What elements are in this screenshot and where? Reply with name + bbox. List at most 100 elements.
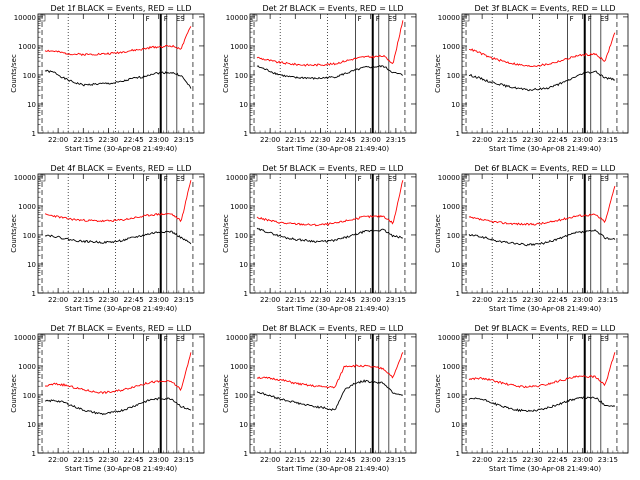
y-tick-label: 10 <box>27 261 36 269</box>
panel-title: Det 8f BLACK = Events, RED = LLD <box>262 324 403 333</box>
flag-label: ES <box>176 15 185 23</box>
y-tick-label: 100 <box>235 392 248 400</box>
plot-frame <box>249 173 417 294</box>
plot-frame <box>461 173 629 294</box>
x-tick-label: 23:15 <box>598 296 618 304</box>
x-tick-label: 22:00 <box>48 296 68 304</box>
flag-label: ES <box>388 175 397 183</box>
corner-box <box>39 174 46 182</box>
x-tick-label: 23:00 <box>149 296 169 304</box>
y-tick-label: 1000 <box>18 363 36 371</box>
y-tick-label: 1 <box>456 130 460 138</box>
series-line-events <box>44 69 192 89</box>
series-line-events <box>44 397 192 416</box>
series-line-lld <box>256 180 404 227</box>
flag-label: ES <box>388 15 397 23</box>
x-tick-label: 22:30 <box>310 296 330 304</box>
y-tick-label: 10000 <box>14 334 36 342</box>
x-tick-label: 22:15 <box>285 136 305 144</box>
plot-frame <box>249 13 417 134</box>
x-tick-label: 22:00 <box>260 296 280 304</box>
panel-6: Det 6f BLACK = Events, RED = LLD 1 10 100 10… <box>434 164 629 313</box>
x-tick-label: 22:00 <box>472 136 492 144</box>
y-tick-label: 100 <box>235 232 248 240</box>
plot-frame <box>37 333 205 454</box>
y-tick-label: 1 <box>456 290 460 298</box>
x-tick-label: 23:00 <box>149 456 169 464</box>
x-tick-label: 22:45 <box>335 296 355 304</box>
y-tick-label: 1 <box>244 290 248 298</box>
y-axis-label: Counts/sec <box>222 214 230 253</box>
plot-frame <box>37 13 205 134</box>
flag-label: F <box>570 335 574 343</box>
y-tick-label: 10000 <box>226 174 248 182</box>
panel-title: Det 6f BLACK = Events, RED = LLD <box>474 164 615 173</box>
y-tick-label: 10000 <box>438 174 460 182</box>
series-line-lld <box>469 32 616 67</box>
y-tick-label: 10 <box>239 421 248 429</box>
x-axis-label: Start Time (30-Apr-08 21:49:40) <box>489 145 601 153</box>
x-tick-label: 23:00 <box>573 456 593 464</box>
y-axis-label: Counts/sec <box>222 54 230 93</box>
x-tick-label: 22:45 <box>335 456 355 464</box>
flag-label: F <box>570 15 574 23</box>
x-axis-label: Start Time (30-Apr-08 21:49:40) <box>277 305 389 313</box>
x-axis-label: Start Time (30-Apr-08 21:49:40) <box>489 465 601 473</box>
x-tick-label: 22:45 <box>547 456 567 464</box>
y-tick-label: 10000 <box>438 14 460 22</box>
y-tick-label: 1000 <box>230 363 248 371</box>
y-tick-label: 10000 <box>14 174 36 182</box>
y-tick-label: 10000 <box>14 14 36 22</box>
y-axis-label: Counts/sec <box>10 214 18 253</box>
series-line-lld <box>44 180 192 223</box>
y-tick-label: 1 <box>32 450 36 458</box>
y-axis-label: Counts/sec <box>434 374 442 413</box>
y-tick-label: 100 <box>447 72 460 80</box>
y-tick-label: 1000 <box>230 203 248 211</box>
flag-label: ES <box>600 175 609 183</box>
y-tick-label: 1000 <box>442 43 460 51</box>
corner-box <box>251 14 258 22</box>
flag-label: F <box>146 175 150 183</box>
y-axis-label: Counts/sec <box>10 374 18 413</box>
y-tick-label: 1000 <box>18 43 36 51</box>
x-tick-label: 23:00 <box>361 136 381 144</box>
x-tick-label: 22:15 <box>497 136 517 144</box>
x-axis-label: Start Time (30-Apr-08 21:49:40) <box>65 305 177 313</box>
x-axis-label: Start Time (30-Apr-08 21:49:40) <box>65 145 177 153</box>
x-tick-label: 23:15 <box>386 136 406 144</box>
x-tick-label: 22:30 <box>522 456 542 464</box>
x-tick-label: 22:30 <box>310 136 330 144</box>
plot-frame <box>461 13 629 134</box>
corner-box <box>251 334 258 342</box>
x-tick-label: 22:15 <box>285 296 305 304</box>
panel-title: Det 5f BLACK = Events, RED = LLD <box>262 164 403 173</box>
x-tick-label: 22:00 <box>472 456 492 464</box>
flag-label: F <box>358 175 362 183</box>
x-tick-label: 23:15 <box>386 456 406 464</box>
y-tick-label: 1 <box>244 130 248 138</box>
panel-1: Det 1f BLACK = Events, RED = LLD 1 10 100 10… <box>10 4 205 153</box>
y-tick-label: 1000 <box>442 203 460 211</box>
y-tick-label: 10 <box>451 101 460 109</box>
panel-title: Det 1f BLACK = Events, RED = LLD <box>50 4 191 13</box>
x-tick-label: 23:15 <box>174 296 194 304</box>
x-tick-label: 23:15 <box>386 296 406 304</box>
x-tick-label: 23:00 <box>361 456 381 464</box>
y-tick-label: 100 <box>447 232 460 240</box>
x-tick-label: 23:00 <box>361 296 381 304</box>
x-tick-label: 22:15 <box>73 136 93 144</box>
x-tick-label: 22:30 <box>98 296 118 304</box>
flag-label: ES <box>388 335 397 343</box>
x-tick-label: 22:00 <box>472 296 492 304</box>
panel-title: Det 9f BLACK = Events, RED = LLD <box>474 324 615 333</box>
flag-label: F <box>376 175 380 183</box>
y-tick-label: 1 <box>244 450 248 458</box>
panel-title: Det 2f BLACK = Events, RED = LLD <box>262 4 403 13</box>
x-tick-label: 23:15 <box>174 456 194 464</box>
flag-label: F <box>588 15 592 23</box>
x-tick-label: 23:00 <box>149 136 169 144</box>
y-tick-label: 10 <box>239 101 248 109</box>
flag-label: F <box>164 15 168 23</box>
flag-label: F <box>358 15 362 23</box>
